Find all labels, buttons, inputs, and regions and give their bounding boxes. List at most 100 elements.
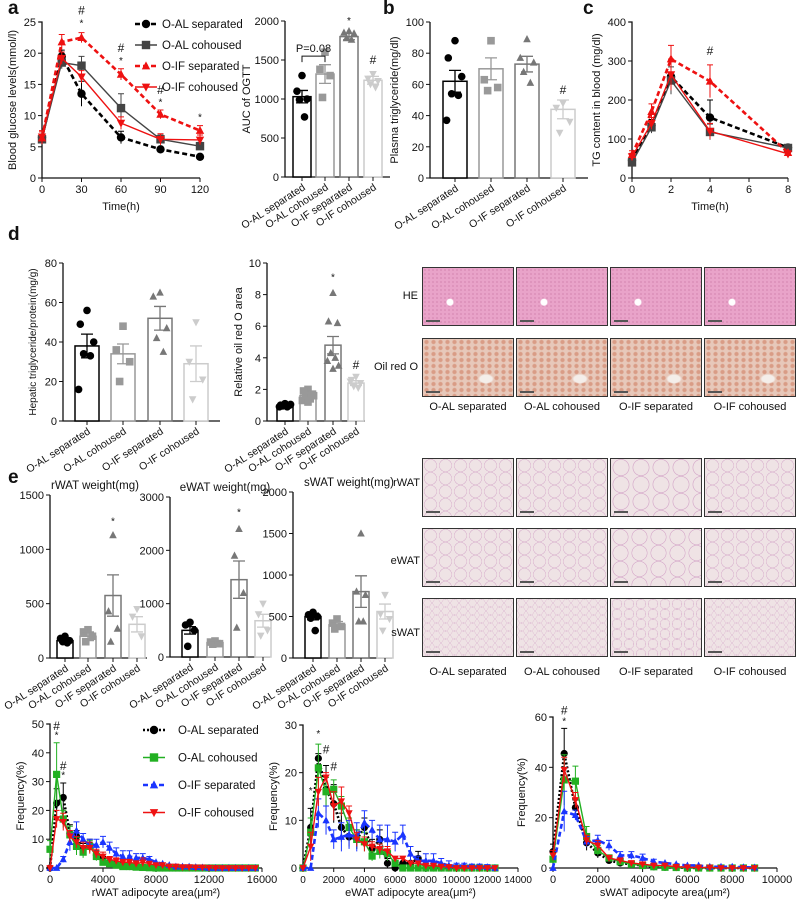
data-point bbox=[307, 864, 315, 871]
data-point bbox=[192, 319, 200, 327]
y-tick-label: 1000 bbox=[140, 599, 164, 611]
significance-mark: * bbox=[316, 729, 320, 740]
legend-marker bbox=[149, 780, 159, 789]
error-bar bbox=[296, 89, 308, 104]
y-tick-label: 1500 bbox=[263, 529, 287, 541]
legend-item: O-AL separated bbox=[135, 19, 243, 31]
series-line bbox=[302, 767, 495, 869]
bar bbox=[304, 615, 322, 659]
bar bbox=[363, 79, 383, 178]
data-point bbox=[66, 833, 74, 841]
y-tick-label: 100 bbox=[608, 134, 626, 146]
data-point bbox=[560, 766, 568, 774]
data-point bbox=[99, 838, 107, 845]
data-point bbox=[198, 376, 207, 384]
data-point bbox=[371, 84, 380, 92]
data-point bbox=[311, 626, 320, 635]
data-point bbox=[330, 835, 338, 843]
data-point bbox=[376, 835, 384, 843]
data-point bbox=[330, 803, 338, 810]
data-point bbox=[235, 524, 243, 533]
y-tick-label: 15 bbox=[24, 79, 36, 91]
swat-image-o-al-separated bbox=[422, 598, 514, 657]
data-point bbox=[468, 865, 476, 872]
data-point bbox=[132, 860, 140, 868]
ewat-image-o-if-separated bbox=[610, 528, 702, 587]
oil-red-image-o-if-cohoused bbox=[704, 338, 796, 397]
data-point bbox=[299, 865, 307, 872]
data-point bbox=[304, 385, 312, 394]
y-tick-label: 200 bbox=[608, 95, 626, 107]
data-point bbox=[116, 133, 126, 142]
data-point bbox=[298, 396, 307, 405]
rwat-image-o-al-separated bbox=[422, 458, 514, 517]
data-point bbox=[303, 95, 311, 103]
y-tick-label: 1000 bbox=[20, 544, 44, 556]
bar bbox=[339, 35, 359, 178]
data-point bbox=[230, 551, 239, 559]
y-tick-label: 20 bbox=[412, 142, 424, 154]
y-axis-label: Frequency(%) bbox=[268, 762, 280, 831]
error-bar bbox=[81, 333, 93, 359]
data-point bbox=[46, 845, 54, 853]
legend-marker bbox=[149, 809, 159, 818]
data-point bbox=[414, 864, 422, 872]
data-point bbox=[245, 865, 253, 872]
liver-col-label: O-AL separated bbox=[429, 401, 507, 413]
data-point bbox=[139, 863, 147, 872]
y-tick-label: 40 bbox=[32, 748, 44, 760]
y-tick-label: 300 bbox=[608, 56, 626, 68]
data-point bbox=[454, 91, 463, 100]
data-point bbox=[345, 26, 353, 35]
x-tick-label: 12000 bbox=[194, 874, 225, 886]
data-point bbox=[116, 69, 126, 78]
data-point bbox=[159, 862, 167, 870]
data-point bbox=[300, 113, 309, 121]
data-point bbox=[92, 841, 100, 848]
data-point bbox=[188, 396, 197, 404]
error-bar bbox=[209, 639, 221, 646]
data-point bbox=[452, 865, 461, 872]
data-point bbox=[329, 364, 337, 372]
data-point bbox=[145, 864, 153, 872]
data-point bbox=[251, 865, 259, 872]
data-point bbox=[218, 865, 226, 872]
error-bar bbox=[331, 620, 343, 629]
y-tick-label: 10 bbox=[249, 258, 261, 270]
y-tick-label: 500 bbox=[26, 599, 44, 611]
x-tick-label: 0 bbox=[629, 184, 635, 196]
data-point bbox=[59, 855, 67, 863]
x-tick-label: 6 bbox=[746, 184, 752, 196]
significance-mark: # bbox=[561, 703, 568, 717]
data-point bbox=[195, 136, 205, 145]
data-point bbox=[447, 89, 456, 98]
data-point bbox=[195, 152, 205, 161]
data-point bbox=[605, 855, 613, 862]
data-point bbox=[309, 391, 318, 400]
x-tick-label: 2000 bbox=[323, 875, 346, 886]
legend-label: O-IF separated bbox=[178, 780, 255, 792]
row-label-he: HE bbox=[402, 290, 418, 302]
data-point bbox=[307, 843, 315, 851]
data-point bbox=[487, 36, 495, 45]
legend-item: O-IF separated bbox=[135, 61, 239, 73]
data-point bbox=[231, 865, 240, 872]
data-point bbox=[444, 54, 453, 62]
y-tick-label: 40 bbox=[412, 111, 424, 123]
series-line bbox=[301, 758, 495, 870]
bar bbox=[74, 345, 100, 422]
chart-sfreq: 0 20 40 60 0 2000 4000 6000 8000 10000 Frequency(%… bbox=[516, 703, 792, 899]
error-bar bbox=[350, 380, 362, 387]
panel-label-c: c bbox=[583, 0, 594, 19]
y-tick-label: 20 bbox=[32, 805, 44, 817]
data-point bbox=[190, 626, 199, 635]
data-point bbox=[627, 153, 637, 162]
legend-label: O-IF cohoused bbox=[162, 82, 238, 94]
data-point bbox=[368, 843, 376, 851]
bar bbox=[292, 95, 312, 178]
data-point bbox=[337, 622, 346, 631]
data-point bbox=[705, 127, 715, 136]
data-point bbox=[329, 288, 337, 297]
y-axis-label: Plasma triglyceride(mg/dl) bbox=[389, 36, 401, 163]
